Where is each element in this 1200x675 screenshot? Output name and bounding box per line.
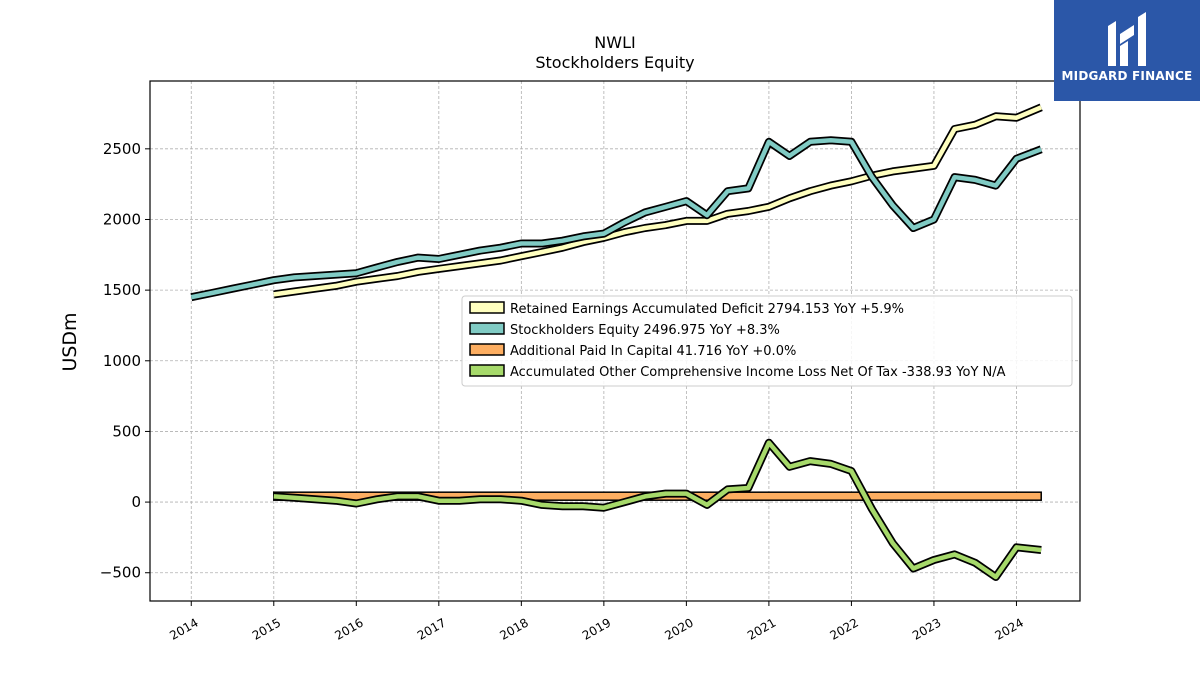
plot-frame bbox=[149, 80, 1081, 602]
series-outline-accumulated-oci bbox=[273, 438, 1042, 581]
legend-label: Accumulated Other Comprehensive Income L… bbox=[510, 365, 1006, 380]
brand-mark-icon bbox=[1108, 12, 1146, 66]
x-tick-label: 2016 bbox=[332, 615, 365, 642]
y-tick-label: 1500 bbox=[103, 281, 141, 299]
x-tick-label: 2018 bbox=[497, 615, 530, 642]
brand-logo: MIDGARD FINANCE bbox=[1054, 0, 1200, 101]
x-tick-label: 2023 bbox=[910, 615, 943, 642]
legend-label: Retained Earnings Accumulated Deficit 27… bbox=[510, 302, 904, 317]
y-tick-label: 500 bbox=[112, 422, 141, 440]
y-tick-label: 1000 bbox=[103, 352, 141, 370]
series-line-retained-earnings bbox=[273, 105, 1043, 297]
legend-swatch bbox=[469, 343, 505, 356]
brand-name: MIDGARD FINANCE bbox=[1061, 69, 1193, 83]
x-axis: 2014 2015 2016 2017 2018 2019 2020 2021 2022 2023… bbox=[167, 601, 1026, 643]
x-tick-label: 2015 bbox=[250, 615, 283, 642]
x-tick-label: 2014 bbox=[167, 615, 200, 642]
legend-label: Stockholders Equity 2496.975 YoY +8.3% bbox=[510, 323, 780, 338]
y-tick-label: 2500 bbox=[103, 140, 141, 158]
x-tick-label: 2024 bbox=[993, 615, 1026, 642]
y-tick-label: −500 bbox=[100, 564, 141, 582]
chart-subtitle: Stockholders Equity bbox=[535, 53, 694, 72]
legend-label: Additional Paid In Capital 41.716 YoY +0… bbox=[510, 344, 796, 359]
legend-swatch bbox=[469, 301, 505, 314]
chart-title: NWLI bbox=[594, 33, 635, 52]
y-axis: −500 0 500 1000 1500 2000 2500 bbox=[100, 140, 150, 582]
x-tick-label: 2017 bbox=[415, 615, 448, 642]
x-tick-label: 2022 bbox=[827, 615, 860, 642]
x-tick-label: 2021 bbox=[745, 615, 778, 642]
y-tick-label: 2000 bbox=[103, 210, 141, 228]
series-line-stockholders-equity bbox=[190, 138, 1043, 300]
legend-swatch bbox=[469, 364, 505, 377]
y-axis-label: USDm bbox=[59, 312, 81, 371]
series-group bbox=[190, 103, 1043, 581]
y-tick-label: 0 bbox=[131, 493, 141, 511]
legend-frame bbox=[461, 295, 1073, 387]
series-line-accumulated-oci bbox=[273, 440, 1042, 580]
x-tick-label: 2019 bbox=[580, 615, 613, 642]
legend: Retained Earnings Accumulated Deficit 27… bbox=[461, 295, 1073, 387]
legend-swatch bbox=[469, 322, 505, 335]
x-tick-label: 2020 bbox=[662, 615, 695, 642]
